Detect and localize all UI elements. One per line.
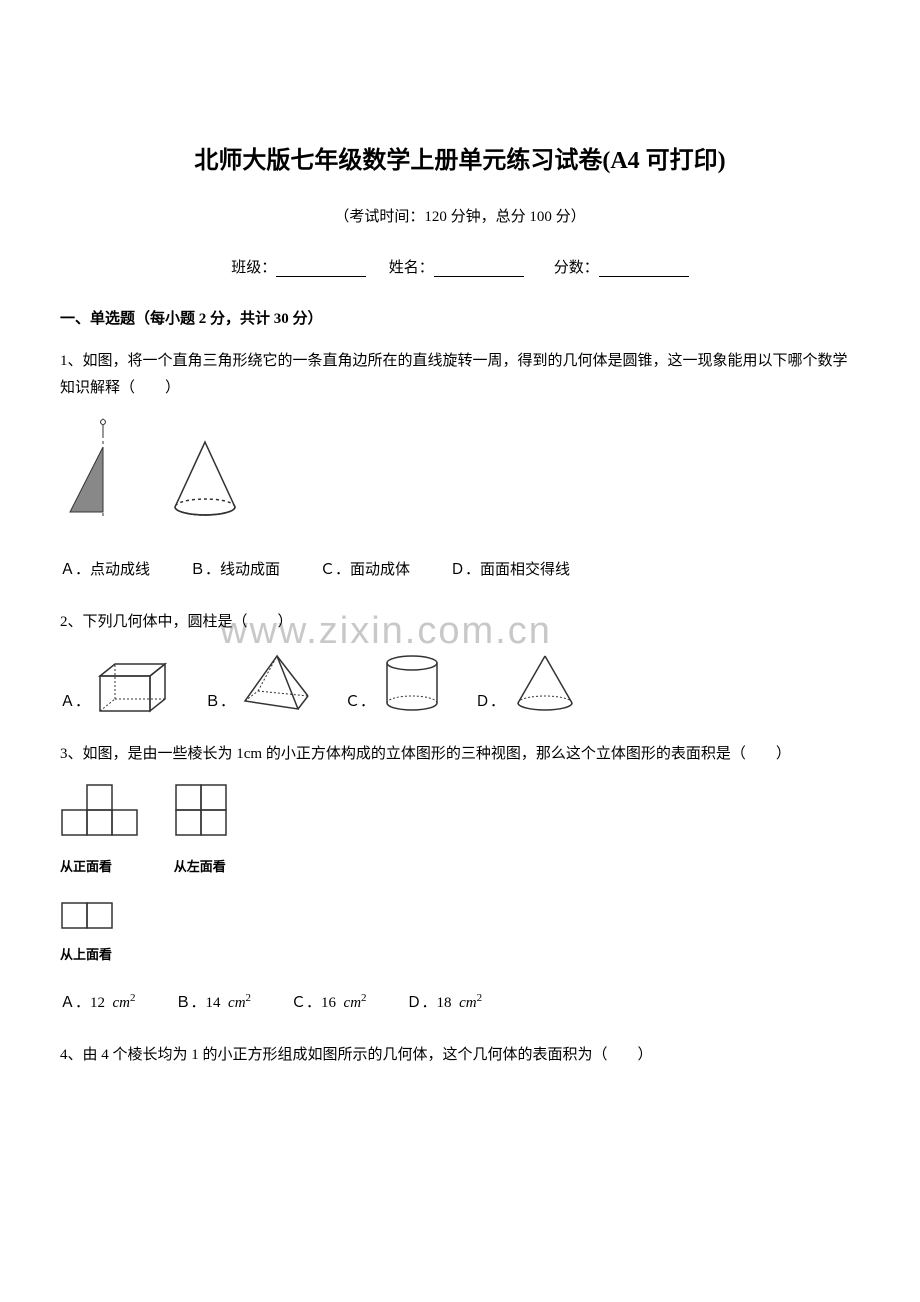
exam-info: （考试时间：120 分钟，总分 100 分） — [60, 205, 860, 226]
score-label: 分数： — [554, 260, 599, 276]
option-2c-label: Ｃ． — [345, 689, 375, 716]
option-1b: Ｂ．线动成面 — [190, 557, 280, 584]
student-info-line: 班级： 姓名： 分数： — [60, 256, 860, 277]
question-3: 3、如图，是由一些棱长为 1cm 的小正方体构成的立体图形的三种视图，那么这个立… — [60, 741, 860, 1017]
question-3-text: 3、如图，是由一些棱长为 1cm 的小正方体构成的立体图形的三种视图，那么这个立… — [60, 741, 860, 768]
front-view-label: 从正面看 — [60, 855, 140, 878]
option-1d: Ｄ．面面相交得线 — [450, 557, 570, 584]
option-3c: Ｃ．16 cm2 — [291, 989, 367, 1017]
option-2d-item: Ｄ． — [475, 651, 580, 716]
name-label: 姓名： — [389, 260, 434, 276]
option-2c-item: Ｃ． — [345, 651, 445, 716]
cuboid-figure — [95, 656, 175, 716]
option-2b-label: Ｂ． — [205, 689, 235, 716]
question-1-text: 1、如图，将一个直角三角形绕它的一条直角边所在的直线旋转一周，得到的几何体是圆锥… — [60, 348, 860, 402]
option-3c-prefix: Ｃ．16 — [291, 995, 336, 1011]
top-view-block: 从上面看 — [60, 901, 115, 966]
section-1-header: 一、单选题（每小题 2 分，共计 30 分） — [60, 307, 860, 328]
option-3b-sq: 2 — [246, 992, 252, 1004]
option-3b: Ｂ．14 cm2 — [176, 989, 252, 1017]
class-blank — [276, 261, 366, 277]
question-1: 1、如图，将一个直角三角形绕它的一条直角边所在的直线旋转一周，得到的几何体是圆锥… — [60, 348, 860, 584]
question-3-figures: 从正面看 从左面看 — [60, 783, 860, 881]
top-view-label: 从上面看 — [60, 943, 115, 966]
question-1-options: Ａ．点动成线 Ｂ．线动成面 Ｃ．面动成体 Ｄ．面面相交得线 — [60, 557, 860, 584]
class-label: 班级： — [231, 260, 276, 276]
option-3d-prefix: Ｄ．18 — [407, 995, 452, 1011]
option-2d-label: Ｄ． — [475, 689, 505, 716]
option-3a-prefix: Ａ．12 — [60, 995, 105, 1011]
option-3a-sq: 2 — [130, 992, 136, 1004]
left-view-figure — [174, 783, 229, 843]
option-3b-prefix: Ｂ．14 — [176, 995, 221, 1011]
option-3c-sq: 2 — [361, 992, 367, 1004]
option-3d-unit: cm — [459, 995, 477, 1011]
option-2a-item: Ａ． — [60, 656, 175, 716]
document-title: 北师大版七年级数学上册单元练习试卷(A4 可打印) — [60, 140, 860, 175]
question-2: 2、下列几何体中，圆柱是（ ） Ａ． Ｂ． — [60, 609, 860, 716]
option-3a: Ａ．12 cm2 — [60, 989, 136, 1017]
option-3d-sq: 2 — [477, 992, 483, 1004]
question-3-top-view: 从上面看 — [60, 901, 860, 969]
option-1c: Ｃ．面动成体 — [320, 557, 410, 584]
question-2-text: 2、下列几何体中，圆柱是（ ） — [60, 609, 860, 636]
triangle-cone-figure — [60, 417, 260, 527]
front-view-block: 从正面看 — [60, 783, 140, 878]
left-view-label: 从左面看 — [174, 855, 229, 878]
question-4-text: 4、由 4 个棱长均为 1 的小正方形组成如图所示的几何体，这个几何体的表面积为… — [60, 1042, 860, 1069]
top-view-figure — [60, 901, 115, 931]
question-2-options: Ａ． Ｂ． — [60, 651, 860, 716]
option-3c-unit: cm — [344, 995, 362, 1011]
option-2a-label: Ａ． — [60, 689, 90, 716]
question-1-figure — [60, 417, 860, 537]
question-4: 4、由 4 个棱长均为 1 的小正方形组成如图所示的几何体，这个几何体的表面积为… — [60, 1042, 860, 1069]
front-view-figure — [60, 783, 140, 843]
option-1a: Ａ．点动成线 — [60, 557, 150, 584]
cone-figure — [510, 651, 580, 716]
option-3d: Ｄ．18 cm2 — [407, 989, 483, 1017]
pyramid-figure — [240, 651, 315, 716]
question-3-options: Ａ．12 cm2 Ｂ．14 cm2 Ｃ．16 cm2 Ｄ．18 cm2 — [60, 989, 860, 1017]
option-3b-unit: cm — [228, 995, 246, 1011]
document-content: 北师大版七年级数学上册单元练习试卷(A4 可打印) （考试时间：120 分钟，总… — [60, 140, 860, 1069]
score-blank — [599, 261, 689, 277]
name-blank — [434, 261, 524, 277]
option-2b-item: Ｂ． — [205, 651, 315, 716]
cylinder-figure — [380, 651, 445, 716]
option-3a-unit: cm — [113, 995, 131, 1011]
left-view-block: 从左面看 — [174, 783, 229, 878]
